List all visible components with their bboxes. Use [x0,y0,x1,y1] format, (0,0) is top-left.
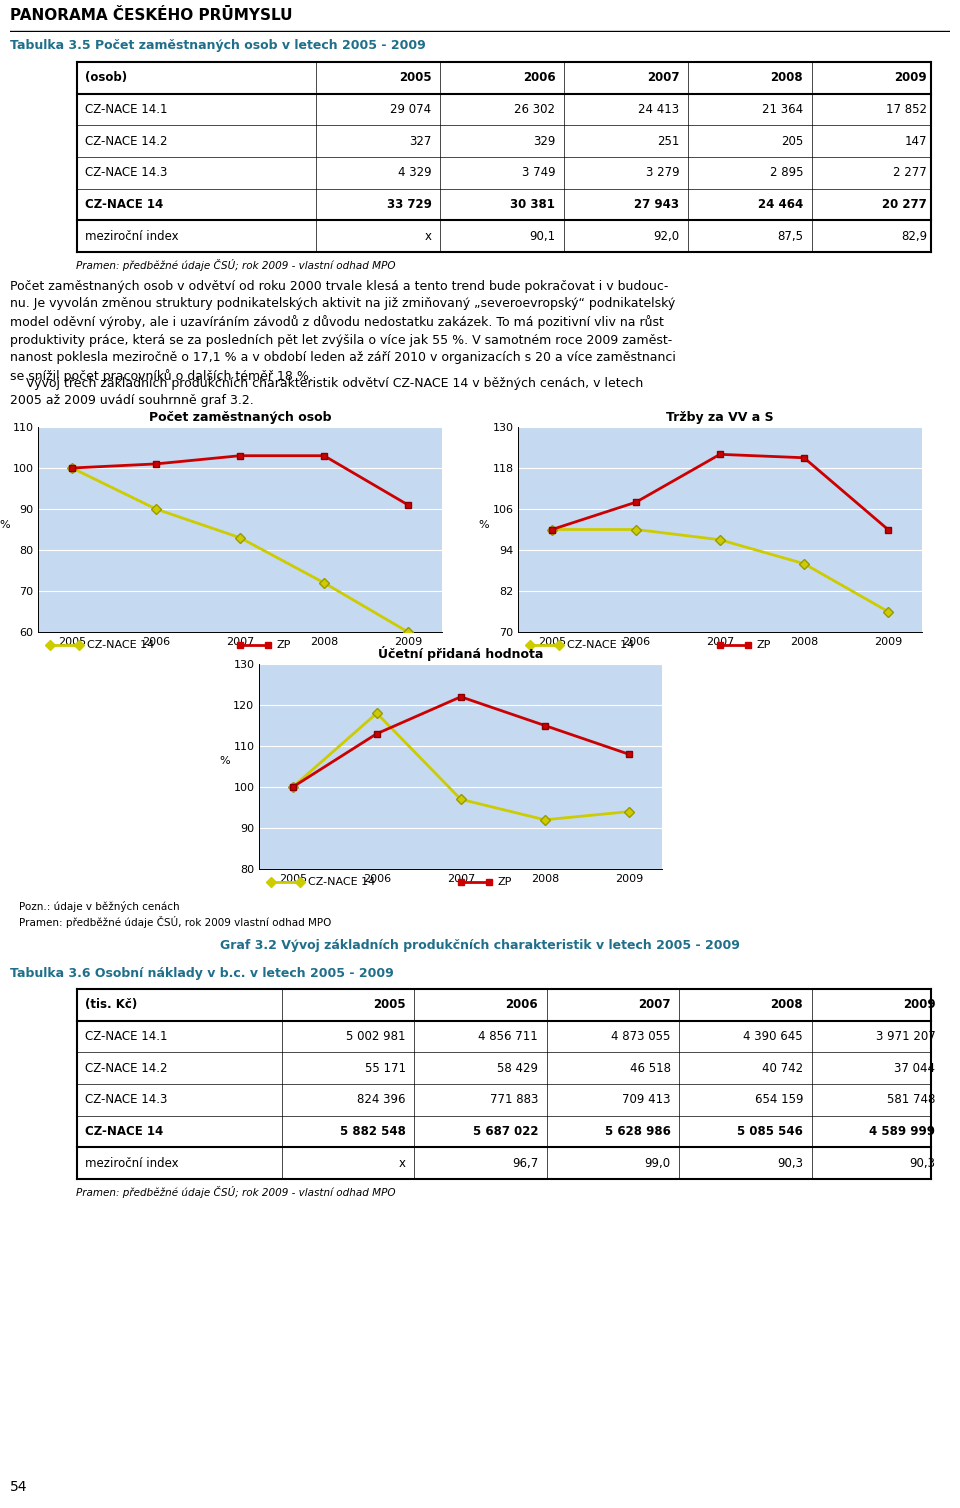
Text: 205: 205 [780,134,803,148]
Text: 82,9: 82,9 [900,229,927,243]
Title: Počet zaměstnaných osob: Počet zaměstnaných osob [149,412,331,424]
Text: 2007: 2007 [647,71,679,84]
Text: 251: 251 [657,134,679,148]
Text: x: x [398,1157,406,1170]
Text: 33 729: 33 729 [387,198,431,211]
Text: 26 302: 26 302 [515,103,555,116]
Text: 3 749: 3 749 [521,166,555,179]
Text: 4 390 645: 4 390 645 [743,1030,803,1044]
Text: meziroční index: meziroční index [85,229,179,243]
Text: 5 628 986: 5 628 986 [605,1125,671,1139]
Text: ZP: ZP [497,878,512,887]
Text: Vývoj třech základních produkčních charakteristik odvětví CZ-NACE 14 v běžných c: Vývoj třech základních produkčních chara… [10,377,643,407]
Text: CZ-NACE 14: CZ-NACE 14 [85,198,163,211]
Text: Pramen: předběžné údaje ČSÚ; rok 2009 - vlastní odhad MPO: Pramen: předběžné údaje ČSÚ; rok 2009 - … [76,259,396,271]
Text: 3 279: 3 279 [645,166,679,179]
Text: 4 873 055: 4 873 055 [612,1030,671,1044]
Text: 5 002 981: 5 002 981 [347,1030,406,1044]
Text: 2009: 2009 [902,998,935,1012]
Text: Graf 3.2 Vývoj základních produkčních charakteristik v letech 2005 - 2009: Graf 3.2 Vývoj základních produkčních ch… [220,939,740,953]
Text: Tabulka 3.6 Osobní náklady v b.c. v letech 2005 - 2009: Tabulka 3.6 Osobní náklady v b.c. v lete… [10,967,394,980]
Text: CZ-NACE 14.1: CZ-NACE 14.1 [85,103,168,116]
Text: 55 171: 55 171 [365,1062,406,1075]
Text: 709 413: 709 413 [622,1093,671,1107]
Text: Pramen: předběžné údaje ČSÚ, rok 2009 vlastní odhad MPO: Pramen: předběžné údaje ČSÚ, rok 2009 vl… [19,915,331,927]
Text: 654 159: 654 159 [755,1093,803,1107]
Text: 2006: 2006 [522,71,555,84]
Text: CZ-NACE 14.2: CZ-NACE 14.2 [85,1062,168,1075]
Text: 5 085 546: 5 085 546 [737,1125,803,1139]
Title: Účetní přidaná hodnota: Účetní přidaná hodnota [378,647,543,662]
Text: 4 329: 4 329 [397,166,431,179]
Text: 147: 147 [904,134,927,148]
Text: 96,7: 96,7 [512,1157,539,1170]
Text: 581 748: 581 748 [887,1093,935,1107]
Text: 824 396: 824 396 [357,1093,406,1107]
Text: 37 044: 37 044 [895,1062,935,1075]
Text: 4 589 999: 4 589 999 [870,1125,935,1139]
Text: 24 464: 24 464 [757,198,803,211]
Text: Pozn.: údaje v běžných cenách: Pozn.: údaje v běžných cenách [19,900,180,911]
Text: 2009: 2009 [895,71,927,84]
Text: 46 518: 46 518 [630,1062,671,1075]
Text: 2005: 2005 [398,71,431,84]
Text: (tis. Kč): (tis. Kč) [85,998,137,1012]
Title: Tržby za VV a S: Tržby za VV a S [666,412,774,424]
Text: 54: 54 [10,1479,27,1494]
Text: CZ-NACE 14.3: CZ-NACE 14.3 [85,166,168,179]
Text: 58 429: 58 429 [497,1062,539,1075]
Text: 87,5: 87,5 [777,229,803,243]
Text: 17 852: 17 852 [886,103,927,116]
Text: meziroční index: meziroční index [85,1157,179,1170]
Text: 92,0: 92,0 [653,229,679,243]
Text: 90,3: 90,3 [909,1157,935,1170]
Text: 2006: 2006 [506,998,539,1012]
Text: 90,3: 90,3 [777,1157,803,1170]
Text: CZ-NACE 14: CZ-NACE 14 [85,1125,163,1139]
Text: 21 364: 21 364 [762,103,803,116]
Y-axis label: %: % [479,519,490,529]
Text: 2 277: 2 277 [893,166,927,179]
Text: 2 895: 2 895 [770,166,803,179]
Text: 90,1: 90,1 [529,229,555,243]
Text: 29 074: 29 074 [391,103,431,116]
Text: CZ-NACE 14.3: CZ-NACE 14.3 [85,1093,168,1107]
Text: CZ-NACE 14: CZ-NACE 14 [86,639,154,650]
Text: 20 277: 20 277 [882,198,927,211]
Text: 771 883: 771 883 [490,1093,539,1107]
Text: 5 687 022: 5 687 022 [472,1125,539,1139]
Text: CZ-NACE 14: CZ-NACE 14 [307,878,374,887]
Text: ZP: ZP [756,639,771,650]
Text: 27 943: 27 943 [635,198,679,211]
Text: 2005: 2005 [373,998,406,1012]
Text: Pramen: předběžné údaje ČSÚ; rok 2009 - vlastní odhad MPO: Pramen: předběžné údaje ČSÚ; rok 2009 - … [76,1185,396,1197]
Text: 327: 327 [409,134,431,148]
Text: 2007: 2007 [638,998,671,1012]
Text: Tabulka 3.5 Počet zaměstnaných osob v letech 2005 - 2009: Tabulka 3.5 Počet zaměstnaných osob v le… [10,39,425,53]
Text: 329: 329 [533,134,555,148]
Text: ZP: ZP [276,639,291,650]
Y-axis label: %: % [0,519,10,529]
Text: PANORAMA ČESKÉHO PRŪMYSLU: PANORAMA ČESKÉHO PRŪMYSLU [10,8,292,23]
Text: (osob): (osob) [85,71,128,84]
Text: 2008: 2008 [771,71,803,84]
Text: CZ-NACE 14: CZ-NACE 14 [566,639,634,650]
Text: x: x [424,229,431,243]
Text: Počet zaměstnaných osob v odvětví od roku 2000 trvale klesá a tento trend bude p: Počet zaměstnaných osob v odvětví od rok… [10,280,676,383]
Text: 40 742: 40 742 [762,1062,803,1075]
Y-axis label: %: % [220,757,230,766]
Text: CZ-NACE 14.1: CZ-NACE 14.1 [85,1030,168,1044]
Text: 5 882 548: 5 882 548 [340,1125,406,1139]
Text: 3 971 207: 3 971 207 [876,1030,935,1044]
Text: CZ-NACE 14.2: CZ-NACE 14.2 [85,134,168,148]
Text: 99,0: 99,0 [644,1157,671,1170]
Text: 30 381: 30 381 [511,198,555,211]
Text: 2008: 2008 [771,998,803,1012]
Text: 4 856 711: 4 856 711 [478,1030,539,1044]
Text: 24 413: 24 413 [638,103,679,116]
